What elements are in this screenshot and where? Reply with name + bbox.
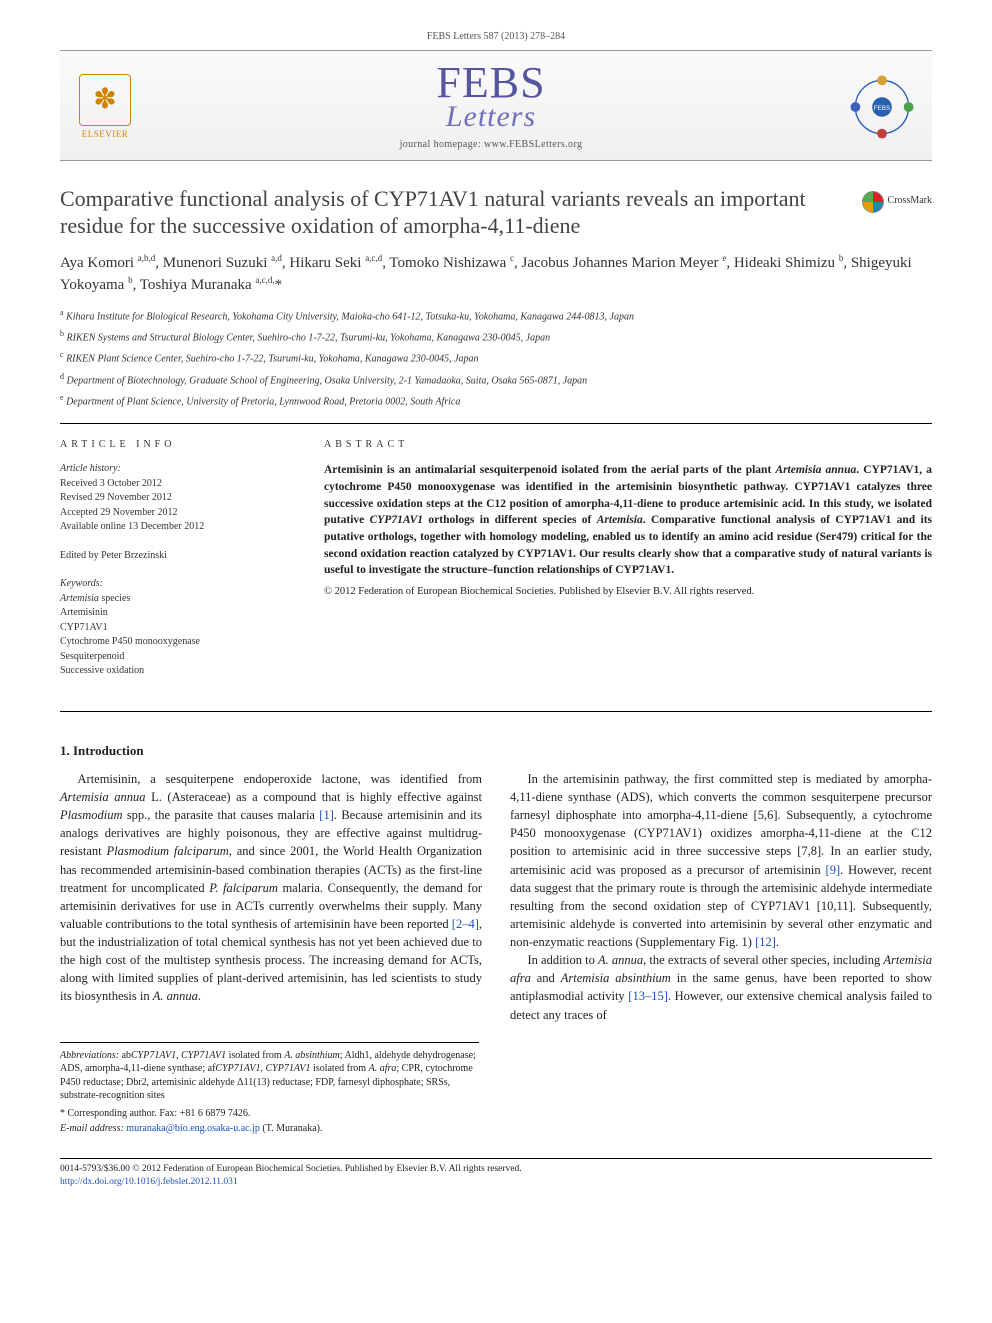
info-abstract-row: ARTICLE INFO Article history: Received 3… <box>60 438 932 693</box>
body-two-column: Artemisinin, a sesquiterpene endoperoxid… <box>60 770 932 1024</box>
elsevier-tree-icon: ✽ <box>79 74 131 126</box>
article-title-text: Comparative functional analysis of CYP71… <box>60 186 806 239</box>
corresponding-author: * Corresponding author. Fax: +81 6 6879 … <box>60 1107 479 1121</box>
footnote-block: Abbreviations: abCYP71AV1, CYP71AV1 isol… <box>60 1042 479 1136</box>
febs-logo-main: FEBS <box>400 63 583 103</box>
keyword: Successive oxidation <box>60 664 290 679</box>
email-link[interactable]: muranaka@bio.eng.osaka-u.ac.jp <box>126 1123 260 1134</box>
page-footer: 0014-5793/$36.00 © 2012 Federation of Eu… <box>60 1158 932 1190</box>
crossmark-icon <box>862 191 884 213</box>
keyword: Artemisia species <box>60 592 290 607</box>
history-line: Received 3 October 2012 <box>60 477 290 492</box>
history-line: Accepted 29 November 2012 <box>60 506 290 521</box>
footer-doi-link[interactable]: http://dx.doi.org/10.1016/j.febslet.2012… <box>60 1177 238 1187</box>
corresponding-email: E-mail address: muranaka@bio.eng.osaka-u… <box>60 1122 479 1136</box>
svg-text:FEBS: FEBS <box>874 105 890 112</box>
body-paragraph: In the artemisinin pathway, the first co… <box>510 770 932 951</box>
history-line: Revised 29 November 2012 <box>60 491 290 506</box>
history-label: Article history: <box>60 462 290 477</box>
journal-homepage: journal homepage: www.FEBSLetters.org <box>400 138 583 152</box>
introduction-section: 1. Introduction Artemisinin, a sesquiter… <box>60 742 932 1024</box>
footer-copyright: 0014-5793/$36.00 © 2012 Federation of Eu… <box>60 1163 932 1176</box>
divider-rule <box>60 423 932 424</box>
affiliation: d Department of Biotechnology, Graduate … <box>60 371 932 388</box>
febs-logo-sub: Letters <box>400 103 583 130</box>
body-paragraph: Artemisinin, a sesquiterpene endoperoxid… <box>60 770 482 1006</box>
article-info-head: ARTICLE INFO <box>60 438 290 452</box>
keyword: Sesquiterpenoid <box>60 650 290 665</box>
keyword: Cytochrome P450 monooxygenase <box>60 635 290 650</box>
abbrev-text: abCYP71AV1, CYP71AV1 isolated from A. ab… <box>60 1050 476 1102</box>
abbreviations: Abbreviations: abCYP71AV1, CYP71AV1 isol… <box>60 1049 479 1103</box>
history-line: Available online 13 December 2012 <box>60 520 290 535</box>
keyword: Artemisinin <box>60 606 290 621</box>
affiliation: c RIKEN Plant Science Center, Suehiro-ch… <box>60 349 932 366</box>
crossmark-label: CrossMark <box>888 195 932 208</box>
abstract-head: ABSTRACT <box>324 438 932 452</box>
keywords-label: Keywords: <box>60 577 290 592</box>
keyword: CYP71AV1 <box>60 621 290 636</box>
divider-rule <box>60 711 932 712</box>
abstract-column: ABSTRACT Artemisinin is an antimalarial … <box>324 438 932 693</box>
section-heading: 1. Introduction <box>60 742 932 760</box>
abstract-text: Artemisinin is an antimalarial sesquiter… <box>324 462 932 579</box>
email-label: E-mail address: <box>60 1123 124 1134</box>
abstract-copyright: © 2012 Federation of European Biochemica… <box>324 585 932 600</box>
article-title: Comparative functional analysis of CYP71… <box>60 185 932 240</box>
email-suffix: (T. Muranaka). <box>262 1123 322 1134</box>
article-info-column: ARTICLE INFO Article history: Received 3… <box>60 438 290 693</box>
abbrev-label: Abbreviations: <box>60 1050 119 1061</box>
article-history: Article history: Received 3 October 2012… <box>60 462 290 535</box>
author-list: Aya Komori a,b,d, Munenori Suzuki a,d, H… <box>60 252 932 297</box>
affiliation: e Department of Plant Science, Universit… <box>60 392 932 409</box>
journal-logo-block: FEBS Letters journal homepage: www.FEBSL… <box>400 63 583 152</box>
elsevier-text: ELSEVIER <box>82 128 129 141</box>
society-badge-icon: FEBS <box>842 67 922 147</box>
crossmark-badge[interactable]: CrossMark <box>862 191 932 213</box>
edited-by: Edited by Peter Brzezinski <box>60 549 290 564</box>
affiliation: a Kihara Institute for Biological Resear… <box>60 307 932 324</box>
affiliation: b RIKEN Systems and Structural Biology C… <box>60 328 932 345</box>
affiliation-list: a Kihara Institute for Biological Resear… <box>60 307 932 410</box>
journal-reference: FEBS Letters 587 (2013) 278–284 <box>60 30 932 44</box>
elsevier-logo: ✽ ELSEVIER <box>70 74 140 141</box>
keywords-block: Keywords: Artemisia speciesArtemisininCY… <box>60 577 290 679</box>
body-paragraph: In addition to A. annua, the extracts of… <box>510 951 932 1024</box>
journal-header-band: ✽ ELSEVIER FEBS Letters journal homepage… <box>60 50 932 161</box>
